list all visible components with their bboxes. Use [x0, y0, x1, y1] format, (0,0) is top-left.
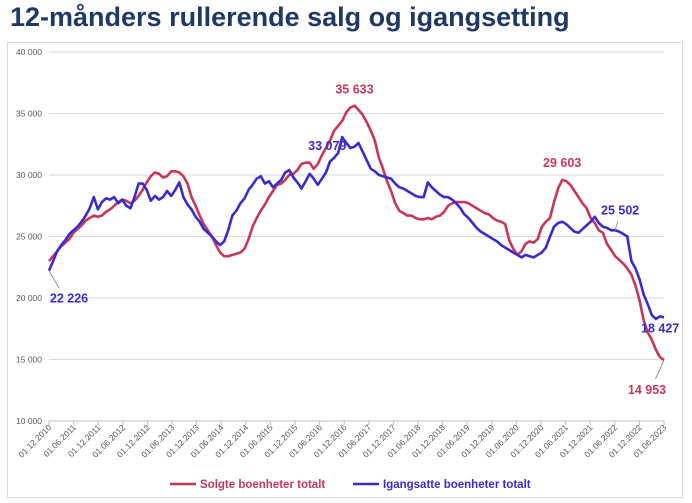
data-label: 14 953 [628, 383, 666, 397]
y-tick-label: 15 000 [16, 355, 42, 365]
data-label: 35 633 [335, 83, 373, 97]
y-tick-label: 10 000 [16, 416, 42, 426]
chart-frame [7, 42, 683, 498]
y-tick-label: 25 000 [16, 232, 42, 242]
data-label: 25 502 [601, 203, 639, 217]
data-label-leader [614, 221, 619, 231]
legend-label-igangsatte: Igangsatte boenheter totalt [383, 479, 531, 491]
data-label-leader [655, 359, 665, 379]
chart-title: 12-månders rullerende salg og igangsetti… [10, 2, 570, 32]
data-label: 33 079 [308, 139, 346, 153]
data-label-leader [48, 270, 60, 289]
data-label: 18 427 [641, 321, 679, 335]
data-label: 22 226 [50, 292, 88, 306]
series-line-solgte [48, 104, 665, 362]
y-tick-label: 35 000 [16, 109, 42, 119]
y-tick-label: 30 000 [16, 170, 42, 180]
y-tick-label: 20 000 [16, 293, 42, 303]
data-label: 29 603 [543, 156, 581, 170]
y-tick-label: 40 000 [16, 47, 42, 57]
series-line-igangsatte [47, 135, 665, 321]
legend-label-solgte: Solgte boenheter totalt [200, 479, 325, 491]
